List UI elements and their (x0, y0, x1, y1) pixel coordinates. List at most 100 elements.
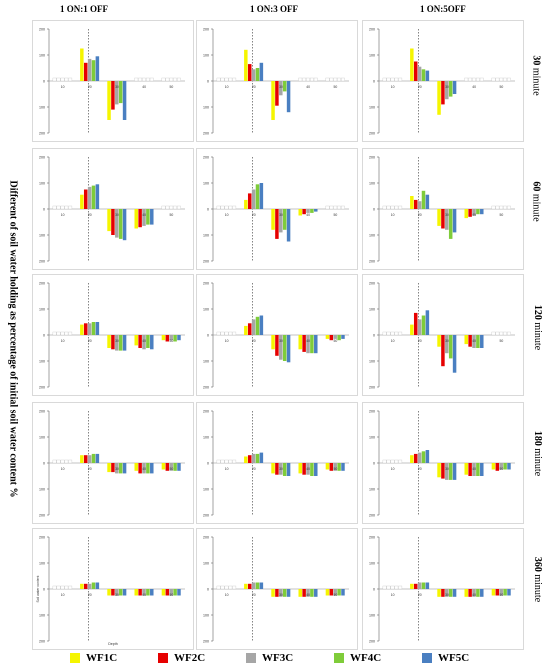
y-tick-label: 0 (43, 462, 45, 466)
bar (244, 583, 248, 589)
y-tick-label: 200 (369, 640, 375, 644)
bar (122, 81, 127, 120)
y-tick-label: 0 (207, 334, 209, 338)
bar (275, 463, 279, 475)
legend-label: WF2C (174, 652, 206, 664)
y-tick-label: 100 (203, 614, 209, 618)
bar (286, 463, 291, 476)
zero-bar (60, 585, 65, 590)
bar (247, 323, 252, 335)
y-tick-label: 200 (39, 132, 45, 136)
bar (91, 322, 96, 335)
zero-bar (68, 77, 73, 82)
zero-bar (325, 77, 330, 82)
chart-panel: 200 100 0 100 200 10 20 30 40 50 (196, 20, 358, 142)
depth-label: 30 (279, 467, 283, 471)
depth-label: 40 (306, 213, 310, 217)
zero-bar (507, 77, 511, 82)
depth-label: 50 (170, 467, 174, 471)
bar (244, 49, 248, 81)
bar (421, 451, 426, 463)
zero-bar (499, 77, 504, 82)
depth-label: 50 (170, 593, 174, 597)
row-title-360: 360 minute (532, 557, 543, 602)
bar (421, 69, 426, 81)
zero-bar (228, 205, 233, 210)
zero-bar (173, 205, 177, 210)
bar (122, 589, 127, 596)
bar (413, 61, 418, 81)
bar (448, 81, 453, 97)
zero-bar (341, 205, 345, 210)
zero-bar (499, 205, 504, 210)
bar (244, 199, 248, 209)
depth-label: 40 (472, 85, 476, 89)
bar (329, 589, 334, 596)
depth-label: 20 (418, 213, 422, 217)
bar (425, 310, 430, 335)
bar (279, 335, 283, 360)
zero-bar (64, 205, 69, 210)
depth-label: 20 (88, 85, 92, 89)
depth-label: 20 (88, 339, 92, 343)
depth-label: 10 (61, 339, 65, 343)
bar (83, 455, 88, 463)
zero-bar (333, 77, 338, 82)
panel-svg: 200 100 0 100 200 10 20 30 40 50 Soil water conten… (36, 536, 185, 646)
y-tick-label: 0 (373, 462, 375, 466)
depth-label: 40 (306, 85, 310, 89)
bar (259, 62, 264, 81)
bar (468, 463, 472, 476)
bar (279, 209, 283, 233)
zero-bar (398, 77, 403, 82)
bar (275, 209, 279, 239)
depth-label: 30 (445, 593, 449, 597)
zero-bar (60, 77, 65, 82)
row-title-unit: minute (531, 574, 543, 603)
bar (259, 315, 264, 335)
panel-svg: 200 100 0 100 200 10 20 30 40 50 (203, 410, 349, 518)
bar (445, 335, 449, 354)
bar (472, 335, 476, 348)
bar (87, 186, 92, 209)
bar (468, 209, 472, 217)
bar (83, 189, 88, 209)
bar (111, 81, 115, 110)
bar (480, 589, 484, 597)
y-tick-label: 200 (369, 132, 375, 136)
depth-label: 40 (142, 593, 146, 597)
zero-bar (161, 205, 166, 210)
bar (80, 455, 84, 463)
y-tick-label: 100 (203, 360, 209, 364)
zero-bar (145, 77, 150, 82)
zero-bar (503, 77, 507, 82)
bar (491, 589, 496, 596)
bar (452, 81, 457, 94)
bar (417, 66, 422, 81)
zero-bar (220, 205, 225, 210)
zero-bar (386, 77, 391, 82)
y-tick-label: 200 (203, 132, 209, 136)
depth-label: 50 (334, 85, 338, 89)
bar (251, 453, 256, 463)
zero-bar (382, 585, 387, 590)
zero-bar (503, 205, 507, 210)
y-tick-label: 200 (203, 514, 209, 518)
zero-bar (302, 77, 307, 82)
bar (507, 589, 511, 596)
y-tick-label: 0 (207, 80, 209, 84)
y-tick-label: 200 (39, 156, 45, 160)
bar (91, 453, 96, 463)
y-tick-label: 100 (369, 182, 375, 186)
bar (165, 463, 170, 471)
zero-bar (382, 459, 387, 464)
depth-label: 10 (61, 85, 65, 89)
y-tick-label: 100 (369, 488, 375, 492)
legend-label: WF1C (86, 652, 118, 664)
y-tick-label: 200 (39, 640, 45, 644)
legend-label: WF5C (438, 652, 470, 664)
y-tick-label: 100 (39, 488, 45, 492)
zero-bar (475, 77, 480, 82)
y-tick-label: 200 (203, 260, 209, 264)
chart-panel: 200 100 0 100 200 10 20 30 40 50 (196, 528, 358, 650)
